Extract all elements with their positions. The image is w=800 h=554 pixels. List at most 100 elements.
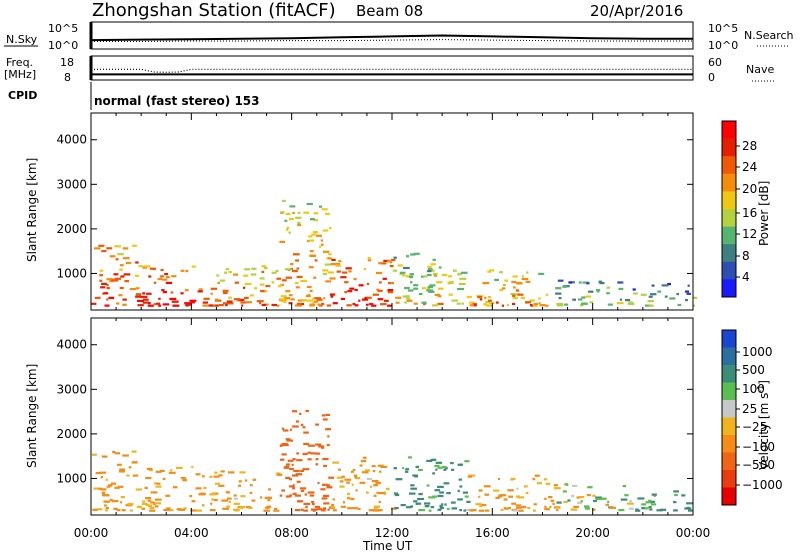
data-cell (309, 494, 315, 497)
data-cell (402, 295, 408, 298)
data-cell (249, 294, 254, 297)
data-cell (534, 474, 540, 477)
data-cell (307, 239, 310, 243)
data-cell (310, 452, 318, 455)
data-cell (578, 281, 582, 284)
data-cell (435, 468, 438, 471)
data-cell (417, 497, 425, 501)
power-y-ticks: 1000 2000 3000 4000 (56, 133, 693, 280)
data-cell (533, 303, 538, 306)
beam-label: Beam 08 (356, 2, 423, 20)
data-cell (474, 304, 477, 307)
data-cell (557, 279, 564, 282)
data-cell (430, 263, 436, 266)
data-cell (446, 507, 450, 511)
data-cell (456, 302, 461, 305)
data-cell (311, 302, 315, 305)
data-cell (119, 468, 125, 471)
data-cell (261, 265, 267, 268)
data-cell (195, 487, 202, 490)
data-cell (489, 269, 495, 272)
data-cell (157, 277, 163, 281)
data-cell (249, 491, 253, 494)
data-cell (410, 484, 415, 487)
data-cell (548, 496, 553, 499)
data-cell (211, 498, 214, 501)
data-cell (218, 304, 224, 307)
data-cell (438, 266, 442, 269)
data-cell (91, 302, 97, 305)
data-cell (191, 265, 196, 268)
data-cell (397, 264, 404, 267)
data-cell (421, 301, 427, 304)
data-cell (271, 281, 275, 284)
data-cell (297, 299, 305, 302)
data-cell (354, 304, 359, 307)
data-cell (549, 505, 552, 508)
data-cell (321, 208, 328, 211)
data-cell (233, 273, 238, 276)
data-cell (285, 276, 293, 279)
data-cell (379, 281, 382, 284)
data-cell (595, 496, 602, 499)
noise-panel: N.Sky 10^5 10^0 10^5 10^0 N.Search (4, 21, 794, 52)
data-cell (191, 465, 194, 468)
data-cell (553, 487, 561, 490)
data-cell (282, 279, 287, 282)
data-cell (410, 487, 417, 490)
data-cell (458, 478, 462, 481)
data-cell (427, 286, 433, 289)
data-cell (178, 508, 186, 511)
data-cell (322, 418, 328, 421)
data-cell (451, 468, 455, 471)
colorbar-tick-label: 1000 (742, 345, 773, 359)
data-cell (377, 509, 383, 512)
data-cell (516, 506, 522, 509)
data-cell (366, 477, 373, 480)
data-cell (407, 456, 412, 459)
data-cell (99, 269, 104, 272)
data-cell (354, 475, 357, 479)
data-cell (410, 253, 416, 256)
y-tick-label: 3000 (56, 177, 87, 191)
data-cell (607, 303, 613, 306)
data-cell (649, 508, 653, 511)
data-cell (290, 439, 293, 442)
data-cell (316, 298, 323, 301)
data-cell (305, 294, 311, 298)
data-cell (299, 500, 304, 503)
data-cell (382, 303, 387, 306)
data-cell (404, 286, 410, 290)
data-cell (279, 240, 286, 243)
data-cell (366, 296, 372, 299)
data-cell (123, 273, 131, 276)
data-cell (352, 469, 356, 472)
data-cell (300, 508, 304, 511)
data-cell (239, 506, 246, 509)
data-cell (380, 262, 387, 265)
data-cell (379, 303, 384, 306)
data-cell (250, 273, 257, 276)
data-cell (279, 284, 282, 287)
x-tick-label: 04:00 (174, 526, 209, 540)
data-cell (279, 458, 285, 461)
data-cell (402, 274, 406, 277)
data-cell (432, 458, 437, 461)
data-cell (296, 459, 303, 462)
data-cell (281, 427, 285, 430)
data-cell (276, 473, 283, 476)
data-cell (413, 287, 419, 290)
data-cell (657, 290, 662, 293)
data-cell (101, 250, 107, 253)
data-cell (99, 279, 103, 282)
data-cell (150, 501, 155, 504)
data-cell (303, 431, 309, 434)
velocity-colorbar-label-main: Velocity [m s (757, 393, 771, 470)
data-cell (471, 509, 477, 512)
colorbar-tick-label: 500 (742, 363, 765, 377)
colorbar-swatch (722, 487, 736, 506)
data-cell (142, 301, 149, 304)
data-cell (180, 269, 185, 272)
data-cell (518, 509, 524, 512)
data-cell (156, 482, 161, 485)
